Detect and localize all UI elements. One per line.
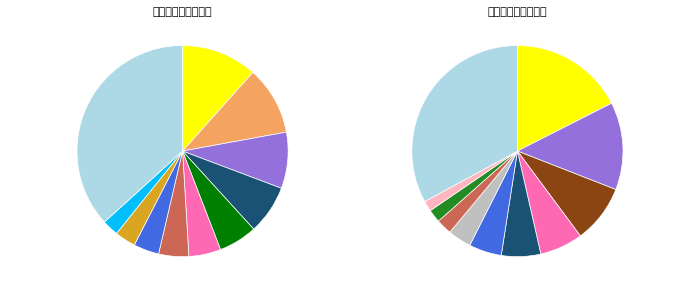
Wedge shape (450, 151, 517, 245)
Wedge shape (183, 46, 253, 151)
Wedge shape (116, 151, 183, 245)
Wedge shape (517, 46, 612, 151)
Wedge shape (104, 151, 183, 233)
Wedge shape (183, 132, 288, 188)
Wedge shape (134, 151, 183, 254)
Wedge shape (430, 151, 517, 221)
Title: （令和２年上半期）: （令和２年上半期） (153, 7, 212, 17)
Wedge shape (183, 151, 253, 250)
Wedge shape (517, 151, 580, 254)
Wedge shape (412, 46, 517, 202)
Wedge shape (470, 151, 517, 255)
Wedge shape (425, 151, 517, 211)
Wedge shape (183, 72, 286, 151)
Wedge shape (501, 151, 541, 257)
Wedge shape (517, 151, 616, 236)
Wedge shape (77, 46, 183, 222)
Wedge shape (183, 151, 220, 256)
Wedge shape (438, 151, 517, 232)
Wedge shape (158, 151, 189, 257)
Title: （令和３年上半期）: （令和３年上半期） (488, 7, 547, 17)
Wedge shape (183, 151, 281, 229)
Wedge shape (517, 103, 623, 190)
